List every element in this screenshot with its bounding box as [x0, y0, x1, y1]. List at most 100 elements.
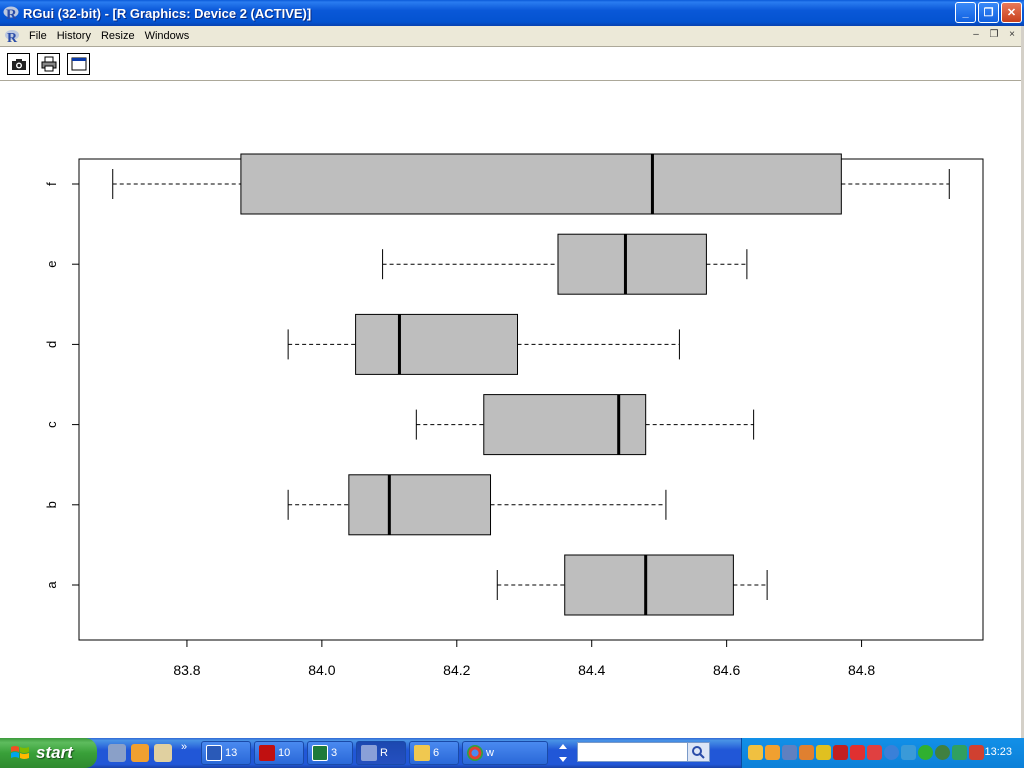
- task-acrobat[interactable]: 10: [254, 741, 304, 765]
- windows-flag-icon: [11, 746, 29, 759]
- start-label: start: [36, 743, 73, 762]
- xtick-label-3: 84.4: [578, 662, 605, 678]
- security-check-icon[interactable]: [918, 745, 933, 760]
- menu-windows[interactable]: Windows: [144, 30, 190, 42]
- task-excel[interactable]: 3: [307, 741, 353, 765]
- system-tray: 13:23: [741, 738, 1024, 768]
- antivirus-icon[interactable]: [935, 745, 950, 760]
- word-icon: [206, 745, 222, 761]
- boxplot-chart: a b c d e f 83.8 84.0 84.2 84.4 84.6 84.8: [44, 153, 984, 678]
- svg-text:R: R: [6, 7, 17, 22]
- taskbar: start » 13 10 3 R 6 w: [0, 738, 1024, 768]
- iqr-box-d: [355, 313, 519, 375]
- title-bar[interactable]: R RGui (32-bit) - [R Graphics: Device 2 …: [0, 0, 1024, 26]
- drive-icon[interactable]: [816, 745, 831, 760]
- box-group: [112, 153, 950, 616]
- maximize-icon: ❐: [983, 7, 994, 19]
- close-icon: ✕: [1006, 7, 1017, 19]
- console-button[interactable]: [67, 53, 90, 75]
- taskbar-scroll-arrows[interactable]: [556, 740, 570, 766]
- xtick-label-0: 83.8: [173, 662, 200, 678]
- close-button[interactable]: ✕: [1001, 2, 1022, 23]
- update-icon[interactable]: [799, 745, 814, 760]
- att-icon[interactable]: [884, 745, 899, 760]
- box-d: [287, 313, 680, 375]
- xtick-label-1: 84.0: [308, 662, 335, 678]
- task-chrome[interactable]: w: [462, 741, 548, 765]
- task-excel-label: 3: [331, 747, 338, 759]
- task-word[interactable]: 13: [201, 741, 251, 765]
- mdi-restore-button[interactable]: ❐: [989, 29, 999, 40]
- task-folder-label: 6: [433, 747, 440, 759]
- acrobat-tray-icon[interactable]: [833, 745, 848, 760]
- xtick-label-4: 84.6: [713, 662, 740, 678]
- mdi-minimize-button[interactable]: –: [973, 29, 979, 40]
- r-icon: [361, 745, 377, 761]
- ytick-label-b: b: [44, 501, 59, 508]
- task-word-label: 13: [225, 747, 238, 759]
- firefox-tray-icon[interactable]: [765, 745, 780, 760]
- window-title: RGui (32-bit) - [R Graphics: Device 2 (A…: [23, 5, 312, 21]
- excel-icon: [312, 745, 328, 761]
- box-c: [415, 394, 755, 456]
- search-icon[interactable]: [687, 743, 709, 761]
- folder-icon: [414, 745, 430, 761]
- iqr-box-a: [564, 554, 734, 616]
- task-r-label: R: [380, 747, 388, 759]
- r-menu-icon[interactable]: R: [4, 28, 20, 44]
- svg-text:R: R: [7, 31, 18, 44]
- iqr-box-c: [483, 394, 647, 456]
- task-acrobat-label: 10: [278, 747, 291, 759]
- toolbar: [0, 46, 1024, 81]
- xtick-label-2: 84.2: [443, 662, 470, 678]
- alert-icon[interactable]: [850, 745, 865, 760]
- menu-bar: R File History Resize Windows – ❐ ×: [0, 26, 1024, 46]
- iqr-box-b: [348, 474, 492, 536]
- quicklaunch-pen-icon[interactable]: [154, 744, 172, 762]
- window-icon: [71, 57, 86, 71]
- dropbox-icon[interactable]: [901, 745, 916, 760]
- quicklaunch-tools-icon[interactable]: [108, 744, 126, 762]
- xtick-label-5: 84.8: [848, 662, 875, 678]
- mdi-close-button[interactable]: ×: [1009, 29, 1015, 40]
- quicklaunch-expand-icon[interactable]: »: [181, 741, 188, 753]
- minimize-icon: _: [962, 6, 969, 19]
- menu-resize[interactable]: Resize: [100, 30, 135, 42]
- ytick-label-f: f: [44, 182, 59, 186]
- maximize-button[interactable]: ❐: [978, 2, 999, 23]
- menu-file[interactable]: File: [29, 30, 47, 42]
- printer-icon: [41, 56, 56, 72]
- box-f: [112, 153, 950, 215]
- quicklaunch-firefox-icon[interactable]: [131, 744, 149, 762]
- acrobat-icon: [259, 745, 275, 761]
- mail-icon[interactable]: [748, 745, 763, 760]
- ati-icon[interactable]: [867, 745, 882, 760]
- print-button[interactable]: [37, 53, 60, 75]
- task-folder[interactable]: 6: [409, 741, 459, 765]
- minimize-button[interactable]: _: [955, 2, 976, 23]
- start-button[interactable]: start: [0, 738, 97, 768]
- ytick-label-e: e: [44, 261, 59, 268]
- ytick-label-a: a: [44, 581, 59, 589]
- graphics-device-canvas: a b c d e f 83.8 84.0 84.2 84.4 84.6 84.8: [0, 81, 1021, 738]
- task-r[interactable]: R: [356, 741, 406, 765]
- power-icon[interactable]: [969, 745, 984, 760]
- ytick-label-c: c: [44, 421, 59, 428]
- box-a: [496, 554, 768, 616]
- camera-icon: [11, 59, 26, 70]
- window-border: [1021, 26, 1024, 738]
- iqr-box-f: [240, 153, 842, 215]
- taskbar-search-input[interactable]: [577, 742, 710, 762]
- task-chrome-label: w: [486, 747, 494, 759]
- copy-metafile-button[interactable]: [7, 53, 30, 75]
- clock: 13:23: [984, 746, 1012, 758]
- box-e: [382, 233, 748, 295]
- network-icon[interactable]: [782, 745, 797, 760]
- y-axis: a b c d e f: [44, 182, 79, 589]
- menu-history[interactable]: History: [56, 30, 91, 42]
- chrome-icon: [467, 745, 483, 761]
- box-b: [287, 474, 667, 536]
- iqr-box-e: [557, 233, 707, 295]
- sync-icon[interactable]: [952, 745, 967, 760]
